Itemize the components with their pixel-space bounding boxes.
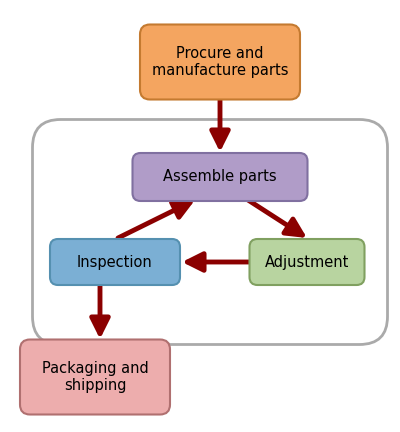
Text: Procure and
manufacture parts: Procure and manufacture parts xyxy=(152,46,288,78)
Text: Inspection: Inspection xyxy=(77,254,153,270)
FancyBboxPatch shape xyxy=(20,340,170,414)
Text: Adjustment: Adjustment xyxy=(265,254,349,270)
FancyBboxPatch shape xyxy=(140,25,300,99)
FancyBboxPatch shape xyxy=(250,239,364,285)
FancyBboxPatch shape xyxy=(50,239,180,285)
Text: Assemble parts: Assemble parts xyxy=(163,169,277,184)
Text: Packaging and
shipping: Packaging and shipping xyxy=(42,361,148,393)
FancyBboxPatch shape xyxy=(132,153,308,201)
FancyBboxPatch shape xyxy=(32,120,388,344)
